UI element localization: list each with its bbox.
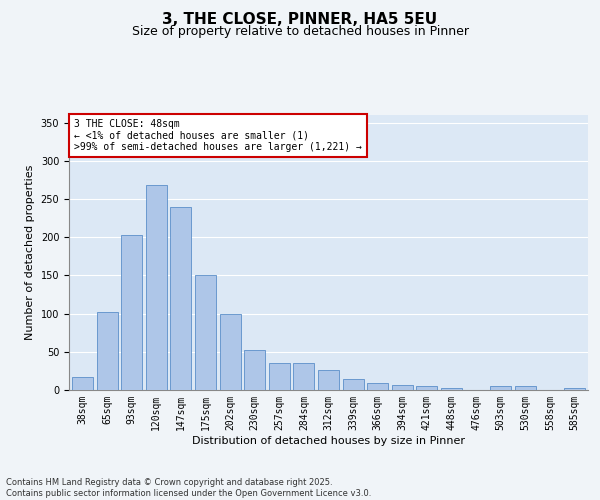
Text: Size of property relative to detached houses in Pinner: Size of property relative to detached ho… (131, 25, 469, 38)
Bar (416, 386, 437, 390)
Bar (392, 384, 413, 390)
Bar (318, 370, 339, 390)
Bar (343, 378, 364, 390)
Text: 3, THE CLOSE, PINNER, HA5 5EU: 3, THE CLOSE, PINNER, HA5 5EU (163, 12, 437, 28)
Text: Contains HM Land Registry data © Crown copyright and database right 2025.
Contai: Contains HM Land Registry data © Crown c… (6, 478, 371, 498)
Bar (490, 386, 511, 390)
Bar (97, 312, 118, 390)
Bar (146, 186, 167, 390)
Bar (564, 388, 585, 390)
Bar (293, 364, 314, 390)
Bar (121, 235, 142, 390)
Bar (269, 364, 290, 390)
Text: 3 THE CLOSE: 48sqm
← <1% of detached houses are smaller (1)
>99% of semi-detache: 3 THE CLOSE: 48sqm ← <1% of detached hou… (74, 119, 362, 152)
Bar (195, 274, 216, 390)
Bar (170, 206, 191, 390)
Bar (441, 388, 462, 390)
Bar (72, 377, 93, 390)
Y-axis label: Number of detached properties: Number of detached properties (25, 165, 35, 340)
Bar (367, 383, 388, 390)
X-axis label: Distribution of detached houses by size in Pinner: Distribution of detached houses by size … (192, 436, 465, 446)
Bar (515, 386, 536, 390)
Bar (244, 350, 265, 390)
Bar (220, 314, 241, 390)
